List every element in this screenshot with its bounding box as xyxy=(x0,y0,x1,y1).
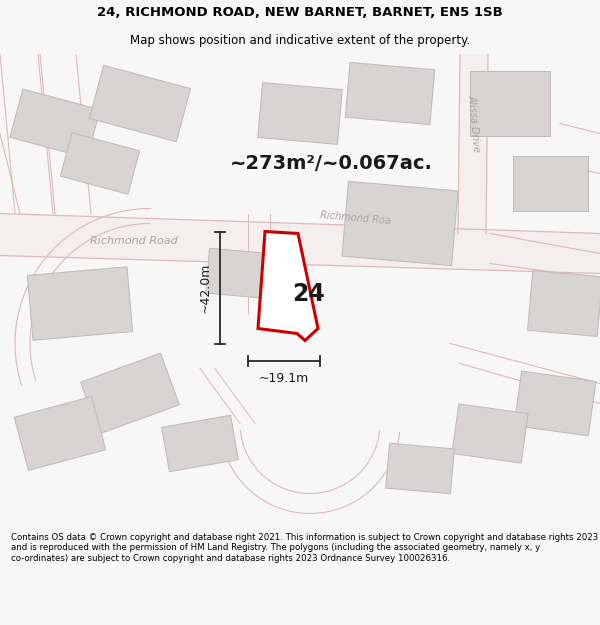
Text: ~19.1m: ~19.1m xyxy=(259,372,309,386)
Bar xyxy=(342,181,458,266)
Text: 24: 24 xyxy=(292,282,325,306)
Text: Contains OS data © Crown copyright and database right 2021. This information is : Contains OS data © Crown copyright and d… xyxy=(11,533,598,562)
Bar xyxy=(345,62,435,124)
Bar xyxy=(28,267,133,340)
Bar xyxy=(386,443,454,494)
Bar xyxy=(61,132,140,194)
Text: ~273m²/~0.067ac.: ~273m²/~0.067ac. xyxy=(230,154,433,173)
Bar xyxy=(470,71,550,136)
Bar xyxy=(527,271,600,336)
Bar xyxy=(10,89,100,158)
Bar xyxy=(89,65,191,142)
Text: Richmond Road: Richmond Road xyxy=(90,236,178,246)
Bar xyxy=(14,397,106,471)
Polygon shape xyxy=(458,54,488,234)
Bar xyxy=(514,371,596,436)
Text: ~42.0m: ~42.0m xyxy=(199,262,212,312)
Bar xyxy=(452,404,528,463)
Polygon shape xyxy=(0,214,600,274)
Text: Richmond Roa: Richmond Roa xyxy=(320,211,391,227)
Bar xyxy=(206,248,274,299)
Bar xyxy=(80,353,179,434)
Polygon shape xyxy=(258,231,318,341)
Bar xyxy=(258,82,342,144)
Text: 24, RICHMOND ROAD, NEW BARNET, BARNET, EN5 1SB: 24, RICHMOND ROAD, NEW BARNET, BARNET, E… xyxy=(97,6,503,19)
Bar xyxy=(161,415,238,472)
Bar xyxy=(512,156,587,211)
Text: Alissa Drive: Alissa Drive xyxy=(467,94,481,152)
Text: Map shows position and indicative extent of the property.: Map shows position and indicative extent… xyxy=(130,34,470,47)
